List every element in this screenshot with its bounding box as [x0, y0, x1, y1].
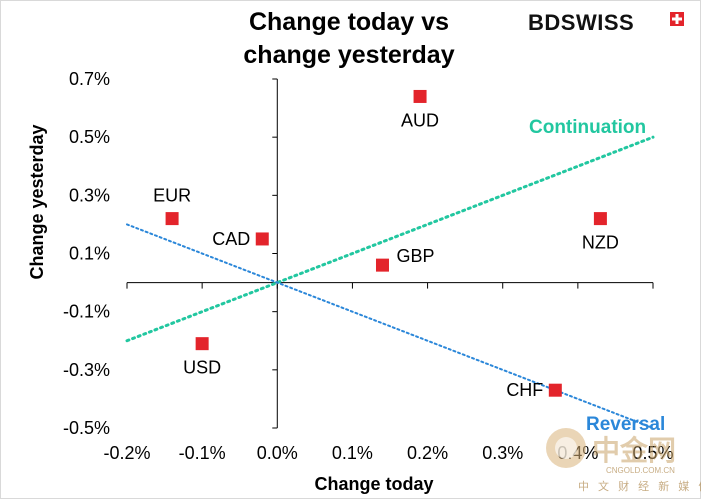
marker-eur: [165, 212, 179, 226]
watermark-coin-inner: [555, 437, 577, 459]
x-tick-labels: -0.2%-0.1%0.0%0.1%0.2%0.3%0.4%0.5%: [103, 443, 673, 463]
y-tick-labels: 0.7% 0.5% 0.3% 0.1% -0.1% -0.3% -0.5%: [63, 69, 110, 438]
continuation-line: [125, 135, 655, 343]
watermark-tagline: 中 文 财 经 新 媒 体: [578, 479, 701, 493]
x-tick-label: 0.3%: [482, 443, 523, 463]
x-tick-label: -0.2%: [103, 443, 150, 463]
y-tick-label: -0.1%: [63, 302, 110, 322]
watermark-name: 中金网: [592, 434, 676, 466]
marker-nzd: [593, 212, 607, 226]
x-tick-label: 0.2%: [407, 443, 448, 463]
y-tick-label: -0.5%: [63, 418, 110, 438]
cngold-watermark: 中金网 CNGOLD.COM.CN 中 文 财 经 新 媒 体: [546, 428, 701, 493]
bdswiss-logo: BDSWISS: [528, 10, 684, 35]
point-label-usd: USD: [183, 358, 221, 378]
marker-aud: [413, 89, 427, 103]
y-axis-title: Change yesterday: [27, 124, 47, 279]
point-label-chf: CHF: [506, 380, 543, 400]
point-label-gbp: GBP: [396, 246, 434, 266]
y-tick-label: 0.1%: [69, 244, 110, 264]
data-points: AUD NZD EUR CAD GBP USD CHF: [153, 89, 619, 400]
point-label-aud: AUD: [401, 110, 439, 130]
trend-lines: [125, 135, 655, 429]
continuation-label: Continuation: [529, 117, 646, 138]
point-label-eur: EUR: [153, 186, 191, 206]
y-tick-label: 0.7%: [69, 69, 110, 89]
brand-name: BDSWISS: [528, 10, 634, 35]
chart-title-line-1: Change today vs: [249, 8, 449, 36]
marker-chf: [548, 383, 562, 397]
reversal-line: [126, 223, 654, 429]
watermark-site: CNGOLD.COM.CN: [606, 466, 675, 475]
point-label-cad: CAD: [212, 229, 250, 249]
marker-usd: [195, 337, 209, 351]
axes: [126, 78, 654, 429]
swiss-cross-horizontal: [672, 17, 682, 21]
chart-title-line-2: change yesterday: [243, 41, 454, 69]
y-tick-label: 0.5%: [69, 127, 110, 147]
x-tick-label: 0.1%: [332, 443, 373, 463]
x-tick-label: 0.5%: [632, 443, 673, 463]
marker-cad: [255, 232, 269, 246]
y-tick-label: 0.3%: [69, 185, 110, 205]
point-label-nzd: NZD: [582, 233, 619, 253]
x-axis-title: Change today: [314, 474, 433, 494]
x-tick-label: 0.0%: [257, 443, 298, 463]
y-tick-label: -0.3%: [63, 360, 110, 380]
reversal-label: Reversal: [586, 414, 665, 435]
marker-gbp: [375, 258, 389, 272]
x-tick-label: -0.1%: [179, 443, 226, 463]
